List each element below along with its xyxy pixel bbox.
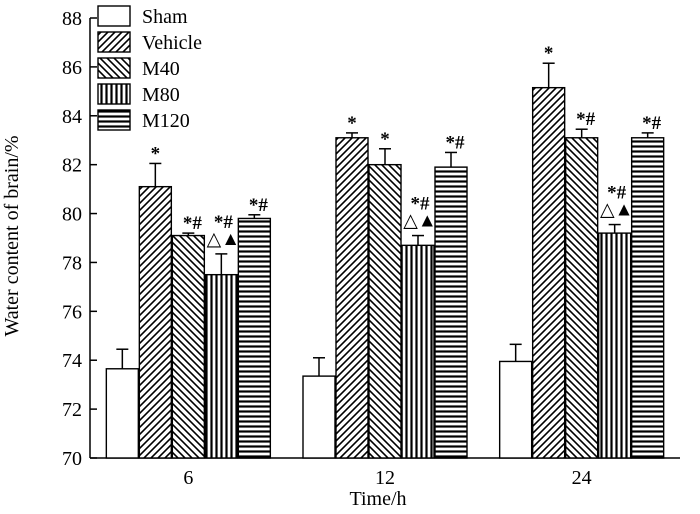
legend-label-m80: M80: [142, 84, 180, 106]
y-tick-label: 72: [62, 399, 82, 421]
legend-swatch-m120: [97, 109, 131, 131]
legend: Sham Vehicle M40 M80 M120: [97, 5, 202, 132]
bar-sham-6: [105, 368, 140, 459]
y-tick-label: 76: [62, 301, 82, 323]
y-tick-label: 84: [62, 106, 82, 128]
x-tick-label: 24: [572, 467, 592, 489]
y-tick-label: 80: [62, 204, 82, 226]
x-axis-title: Time/h: [349, 488, 406, 510]
bar-m120-6: [237, 217, 272, 459]
bar-sham-24: [498, 360, 533, 459]
bar-m80-12: [401, 244, 435, 459]
y-tick-label: 74: [62, 350, 82, 372]
legend-label-m40: M40: [142, 58, 180, 80]
legend-label-vehicle: Vehicle: [142, 32, 202, 54]
legend-label-sham: Sham: [142, 6, 188, 28]
legend-label-m120: M120: [142, 110, 190, 132]
bar-vehicle-24: [531, 86, 566, 459]
axis-titles: Time/h Water content of brain/%: [1, 135, 407, 510]
significance-label: *: [380, 129, 390, 150]
significance-label: *#: [183, 213, 203, 234]
bar-m80-24: [597, 232, 632, 459]
y-tick-label: 82: [62, 155, 82, 177]
significance-label: *: [347, 113, 357, 134]
x-tick-label: 12: [375, 467, 395, 489]
significance-label: *: [544, 43, 554, 64]
bar-sham-12: [302, 375, 336, 459]
legend-swatch-m40: [97, 57, 131, 79]
y-tick-label: 86: [62, 57, 82, 79]
legend-swatch-sham: [97, 5, 131, 27]
significance-label: *: [151, 143, 161, 164]
bar-vehicle-12: [335, 137, 369, 459]
bar-m40-24: [564, 137, 599, 459]
significance-label: *# △▲: [403, 194, 436, 232]
x-tick-label: 6: [183, 467, 193, 489]
legend-swatch-m80: [97, 83, 131, 105]
bar-vehicle-6: [138, 185, 173, 459]
bar-m120-24: [630, 137, 665, 459]
y-tick-label: 70: [62, 448, 82, 470]
significance-label: *#: [576, 109, 596, 130]
y-tick-label: 88: [62, 8, 82, 30]
legend-swatch-vehicle: [97, 31, 131, 53]
bar-m40-6: [171, 234, 206, 459]
significance-label: *# △▲: [207, 212, 240, 250]
y-axis-title: Water content of brain/%: [1, 135, 23, 336]
bar-m40-12: [368, 163, 402, 459]
y-tick-label: 78: [62, 252, 82, 274]
significance-label: *# △▲: [600, 183, 633, 221]
significance-label: *#: [249, 195, 269, 216]
significance-label: *#: [446, 132, 466, 153]
significance-label: *#: [642, 113, 662, 134]
bar-m80-6: [204, 273, 239, 459]
bar-m120-12: [434, 166, 468, 459]
